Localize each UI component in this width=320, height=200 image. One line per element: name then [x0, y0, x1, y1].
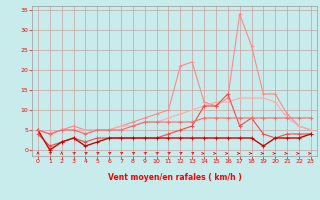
- X-axis label: Vent moyen/en rafales ( km/h ): Vent moyen/en rafales ( km/h ): [108, 173, 241, 182]
